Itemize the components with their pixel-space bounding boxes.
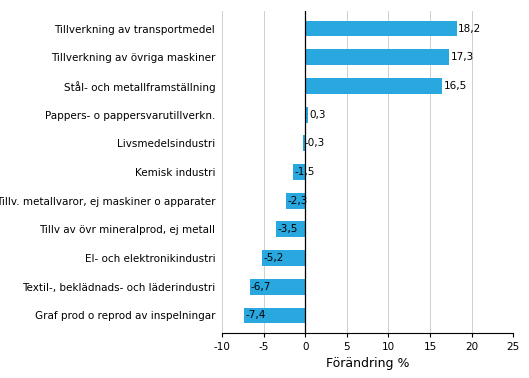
Bar [262,250,305,266]
Bar [276,222,305,237]
Bar [244,308,305,323]
Text: 0,3: 0,3 [309,110,325,119]
Text: -5,2: -5,2 [263,253,284,263]
Bar [305,50,449,65]
X-axis label: Förändring %: Förändring % [326,357,409,370]
Text: -6,7: -6,7 [251,282,271,292]
Text: -7,4: -7,4 [245,310,266,321]
Bar [303,135,305,151]
Text: -3,5: -3,5 [278,225,298,234]
Text: -1,5: -1,5 [294,167,314,177]
Text: 16,5: 16,5 [444,81,467,91]
Bar [286,193,305,209]
Text: 17,3: 17,3 [450,52,473,62]
Text: -2,3: -2,3 [287,196,308,206]
Bar [305,21,457,36]
Bar [305,107,308,122]
Bar [305,78,442,94]
Bar [250,279,305,294]
Bar [293,164,305,180]
Text: -0,3: -0,3 [304,138,324,148]
Text: 18,2: 18,2 [458,23,481,34]
